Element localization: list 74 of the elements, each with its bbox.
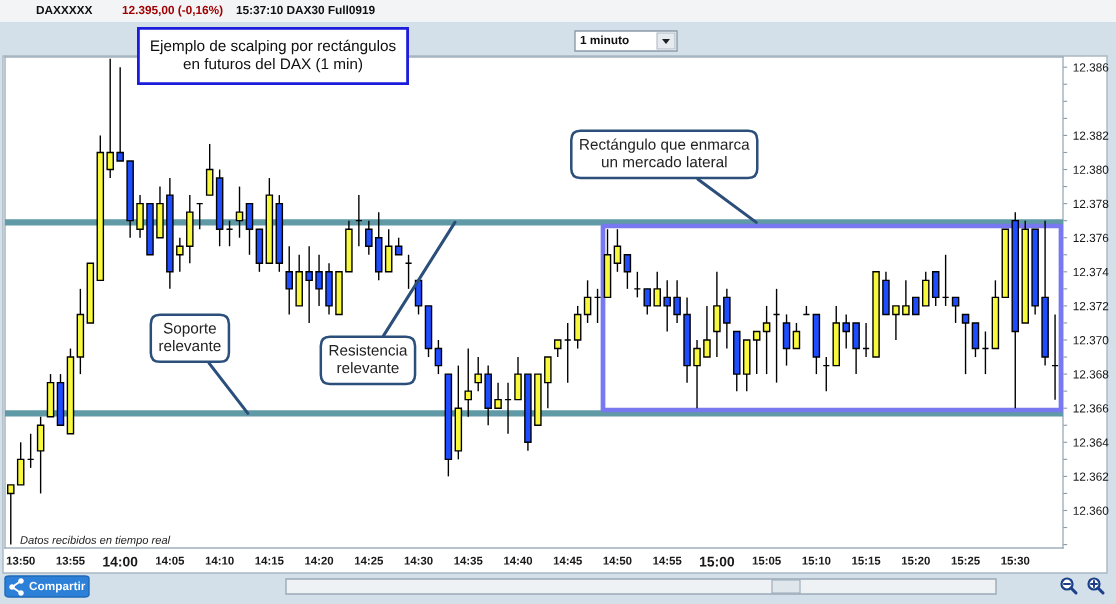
x-tick-label: 15:25	[951, 556, 980, 565]
x-tick-label: 13:50	[6, 556, 35, 565]
x-tick-label: 14:15	[255, 556, 284, 565]
candlestick	[494, 381, 502, 409]
candlestick	[474, 356, 482, 392]
y-tick-label: 12.366	[1073, 404, 1109, 413]
x-tick-label: 14:25	[354, 556, 384, 565]
x-tick-label: 15:00	[700, 556, 735, 567]
x-tick-label: 14:30	[404, 556, 433, 565]
x-tick-label: 14:40	[504, 556, 533, 565]
candlestick	[951, 296, 960, 324]
y-tick-label: 12.378	[1073, 199, 1109, 209]
candlestick	[663, 279, 671, 333]
candlestick	[464, 347, 473, 418]
text: 15:37:10 DAX30 Full0919	[236, 5, 375, 15]
candlestick	[285, 245, 293, 316]
candlestick	[315, 254, 323, 307]
annotation: Datos recibidos en tiempo real	[20, 535, 171, 547]
candlestick	[365, 219, 373, 256]
candlestick	[7, 484, 15, 546]
candlestick	[176, 237, 184, 273]
candlestick	[653, 271, 661, 307]
candlestick	[703, 305, 711, 358]
y-tick-label: 12.370	[1073, 336, 1109, 345]
candlestick	[842, 313, 850, 350]
candlestick	[762, 305, 771, 375]
candlestick	[643, 288, 652, 316]
x-tick-label: 14:35	[454, 556, 483, 565]
x-tick-label: 15:30	[1001, 556, 1030, 565]
candlestick	[106, 58, 114, 179]
x-tick-label: 15:20	[901, 556, 930, 565]
x-tick-label: 14:50	[603, 556, 632, 565]
y-tick-label: 12.372	[1073, 301, 1109, 311]
candlestick	[305, 245, 313, 324]
x-tick-label: 15:10	[802, 556, 831, 565]
candlestick	[434, 339, 443, 375]
x-tick-label: 13:55	[56, 556, 85, 565]
y-tick-label: 12.376	[1073, 233, 1109, 243]
annotation: Resistencia relevante	[329, 344, 408, 374]
chart-title: Ejemplo de scalping por rectángulos en futuros del DAX (1 min)	[151, 39, 396, 73]
text: 12.395,00 (-0,16%)	[122, 5, 223, 17]
text: Compartir	[29, 581, 86, 593]
candlestick	[623, 254, 632, 290]
annotation: Rectángulo que enmarca un mercado lateral	[580, 138, 750, 168]
x-tick-label: 14:45	[553, 556, 582, 565]
candlestick	[583, 279, 592, 324]
text: 1 minuto	[580, 35, 629, 45]
y-tick-label: 12.368	[1073, 370, 1109, 379]
text: DAXXXXX	[36, 5, 93, 15]
y-tick-label: 12.382	[1073, 131, 1109, 140]
x-tick-label: 15:05	[752, 556, 781, 565]
annotation: Soporte relevante	[159, 322, 221, 352]
x-tick-label: 14:20	[305, 556, 334, 565]
candlestick	[792, 322, 801, 350]
candlestick	[116, 66, 124, 162]
candlestick	[693, 339, 701, 409]
x-tick-label: 14:10	[205, 556, 234, 565]
candlestick	[613, 228, 622, 273]
y-tick-label: 12.380	[1073, 165, 1109, 174]
x-tick-label: 14:05	[156, 556, 185, 565]
candlestick	[892, 305, 900, 341]
candlestick	[961, 313, 970, 375]
y-tick-label: 12.364	[1073, 438, 1109, 447]
y-tick-label: 12.374	[1073, 267, 1109, 277]
candlestick	[673, 279, 681, 324]
x-tick-label: 14:00	[103, 556, 138, 567]
candlestick	[235, 185, 244, 239]
y-tick-label: 12.362	[1073, 472, 1109, 481]
candlestick	[752, 330, 761, 375]
candlestick	[902, 279, 910, 316]
y-tick-label: 12.360	[1073, 506, 1109, 515]
y-tick-label: 12.386	[1073, 63, 1109, 72]
x-tick-label: 14:55	[653, 556, 682, 565]
x-tick-label: 15:15	[852, 556, 881, 565]
